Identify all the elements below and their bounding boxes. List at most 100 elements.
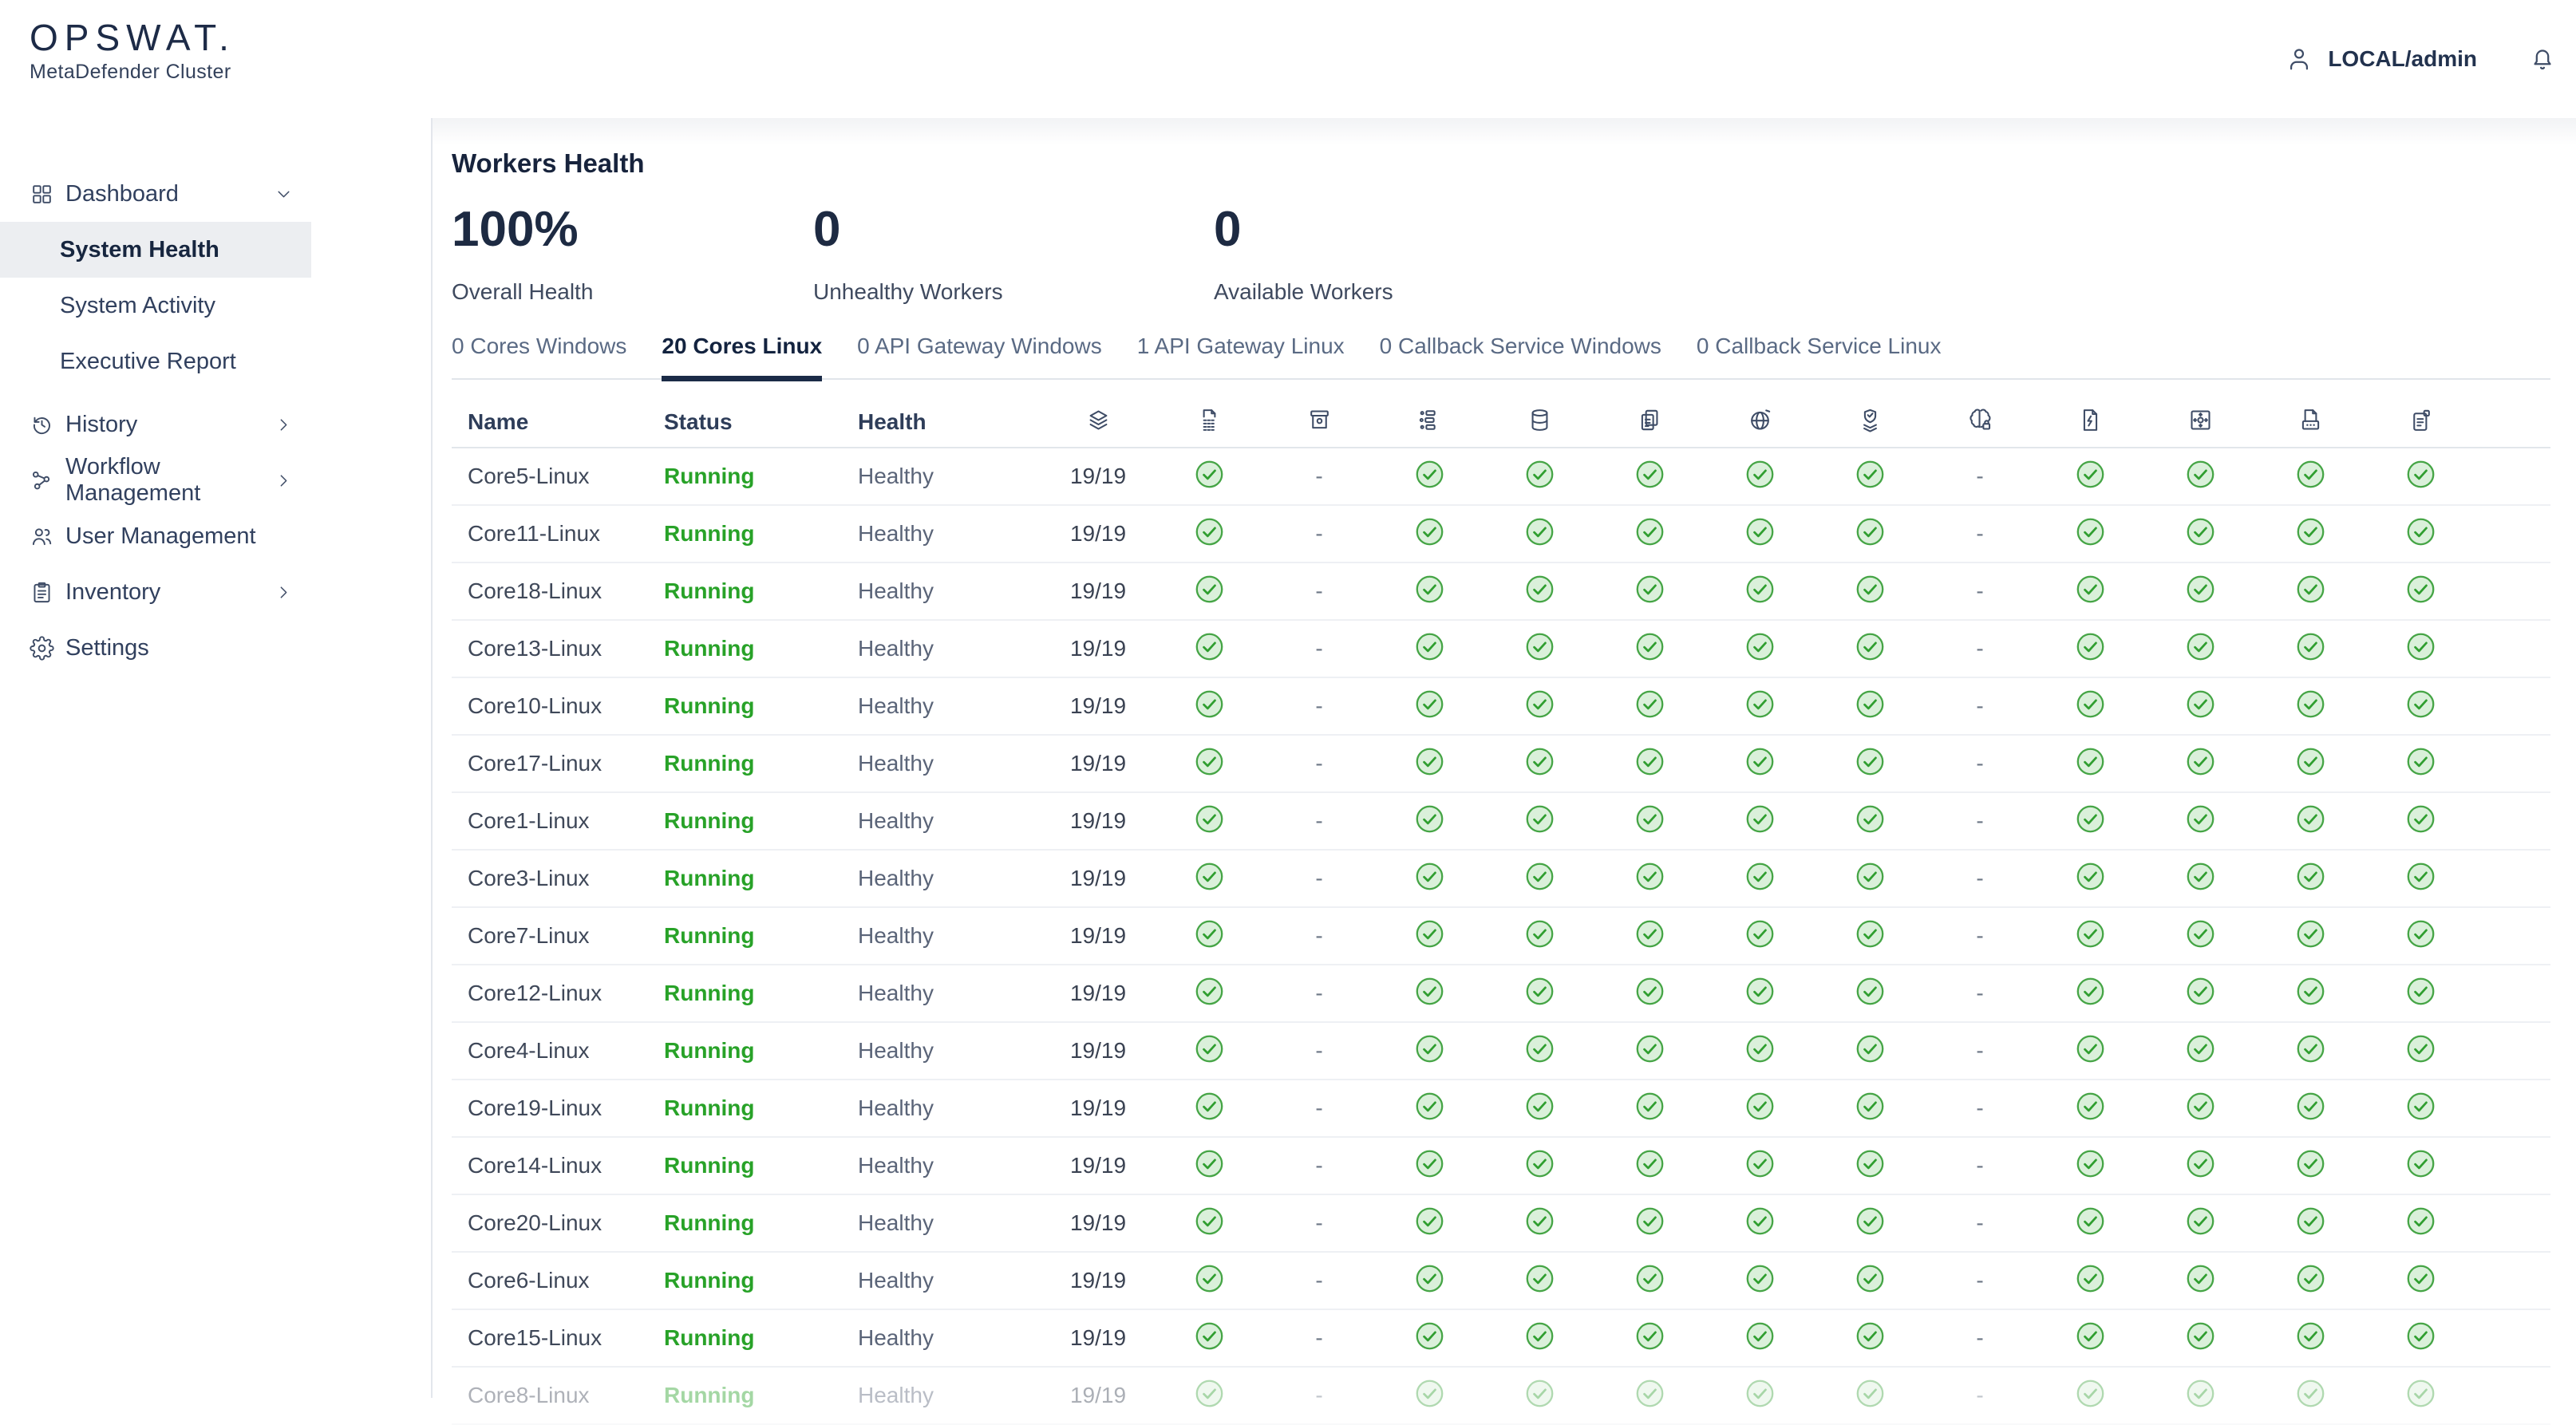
worker-cell-shield-stack: [1815, 1149, 1925, 1182]
worker-cell-sandbox: [2145, 460, 2255, 493]
check-circle-icon: [2296, 1149, 2325, 1178]
worker-health: Healthy: [847, 1210, 1042, 1236]
column-header-sandbox-icon: [2145, 407, 2255, 437]
worker-cell-globe: [1705, 1264, 1815, 1297]
worker-cell-scroll: [2365, 804, 2475, 838]
check-circle-icon: [1525, 1321, 1555, 1351]
check-circle-icon: [2186, 517, 2215, 547]
worker-engines-count: 19/19: [1042, 1325, 1154, 1351]
worker-cell-shield-stack: [1815, 1321, 1925, 1355]
check-circle-icon: [1195, 517, 1224, 547]
worker-cell-brain: -: [1925, 464, 2035, 489]
check-circle-icon: [1525, 1206, 1555, 1236]
worker-cell-workflow-nodes: [1374, 804, 1484, 838]
check-circle-icon: [1855, 804, 1885, 834]
worker-cell-workflow-nodes: [1374, 862, 1484, 895]
worker-cell-brain: -: [1925, 1325, 2035, 1351]
workflow-nodes-icon: [1416, 407, 1443, 433]
tab-20-cores-linux[interactable]: 20 Cores Linux: [662, 334, 822, 378]
worker-name: Core3-Linux: [452, 866, 651, 891]
sidebar-item-user-management[interactable]: User Management: [0, 508, 311, 564]
check-circle-icon: [1415, 1034, 1444, 1064]
worker-cell-workflow-nodes: [1374, 574, 1484, 608]
check-circle-icon: [1415, 804, 1444, 834]
worker-cell-workflow-nodes: [1374, 1091, 1484, 1125]
sidebar-item-label: System Health: [60, 237, 219, 263]
person-icon[interactable]: [2285, 45, 2313, 73]
sidebar-item-dashboard[interactable]: Dashboard: [0, 166, 311, 222]
worker-health: Healthy: [847, 808, 1042, 834]
sandbox-icon: [2187, 407, 2214, 433]
check-circle-icon: [1635, 1379, 1665, 1408]
tab-0-cores-windows[interactable]: 0 Cores Windows: [452, 334, 626, 378]
worker-engines-count: 19/19: [1042, 521, 1154, 547]
tab-0-callback-service-windows[interactable]: 0 Callback Service Windows: [1380, 334, 1661, 378]
worker-cell-scroll: [2365, 1264, 2475, 1297]
worker-cell-brain: -: [1925, 693, 2035, 719]
sidebar-item-inventory[interactable]: Inventory: [0, 564, 311, 620]
check-circle-icon: [1855, 689, 1885, 719]
worker-cell-file-scan: [2255, 1149, 2365, 1182]
worker-cell-file-lightning: [2035, 632, 2145, 665]
check-circle-icon: [1525, 1264, 1555, 1293]
tab-0-callback-service-linux[interactable]: 0 Callback Service Linux: [1697, 334, 1942, 378]
check-circle-icon: [1745, 460, 1775, 489]
sidebar-item-history[interactable]: History: [0, 397, 311, 452]
worker-name: Core5-Linux: [452, 464, 651, 489]
column-header-copy-files-icon: [1594, 407, 1705, 437]
worker-cell-workflow-nodes: [1374, 632, 1484, 665]
worker-cell-database: [1484, 574, 1594, 608]
worker-cell-scroll: [2365, 689, 2475, 723]
sidebar-item-settings[interactable]: Settings: [0, 620, 311, 676]
worker-cell-file-scan: [2255, 460, 2365, 493]
worker-cell-scroll: [2365, 1321, 2475, 1355]
worker-cell-file-binary: [1154, 1091, 1264, 1125]
worker-cell-archive-box: -: [1264, 636, 1374, 661]
sidebar-item-workflow-management[interactable]: Workflow Management: [0, 452, 311, 508]
tab-1-api-gateway-linux[interactable]: 1 API Gateway Linux: [1137, 334, 1345, 378]
sidebar-item-label: Executive Report: [60, 349, 236, 375]
check-circle-icon: [1855, 517, 1885, 547]
check-circle-icon: [2296, 862, 2325, 891]
sidebar-item-system-health[interactable]: System Health: [0, 222, 311, 278]
worker-cell-brain: -: [1925, 923, 2035, 949]
sidebar-item-executive-report[interactable]: Executive Report: [0, 334, 311, 389]
worker-cell-sandbox: [2145, 1091, 2255, 1125]
check-circle-icon: [2406, 1264, 2436, 1293]
check-circle-icon: [1525, 1034, 1555, 1064]
bell-icon[interactable]: [2528, 45, 2557, 73]
sidebar-item-system-activity[interactable]: System Activity: [0, 278, 311, 334]
tab-0-api-gateway-windows[interactable]: 0 API Gateway Windows: [857, 334, 1102, 378]
logged-in-user[interactable]: LOCAL/admin: [2328, 46, 2477, 72]
worker-engines-count: 19/19: [1042, 464, 1154, 489]
check-circle-icon: [2186, 747, 2215, 776]
check-circle-icon: [1745, 1206, 1775, 1236]
check-circle-icon: [1635, 574, 1665, 604]
worker-cell-brain: -: [1925, 1038, 2035, 1064]
worker-cell-archive-box: -: [1264, 1268, 1374, 1293]
users-icon: [30, 524, 54, 549]
worker-status: Running: [651, 1325, 847, 1351]
check-circle-icon: [2406, 747, 2436, 776]
worker-name: Core15-Linux: [452, 1325, 651, 1351]
worker-cell-file-binary: [1154, 1034, 1264, 1068]
column-header-globe-icon: [1705, 407, 1815, 437]
